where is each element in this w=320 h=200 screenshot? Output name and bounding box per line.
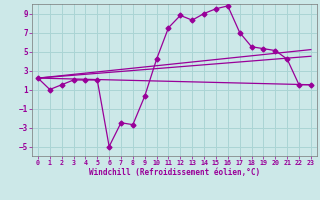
X-axis label: Windchill (Refroidissement éolien,°C): Windchill (Refroidissement éolien,°C) [89, 168, 260, 177]
